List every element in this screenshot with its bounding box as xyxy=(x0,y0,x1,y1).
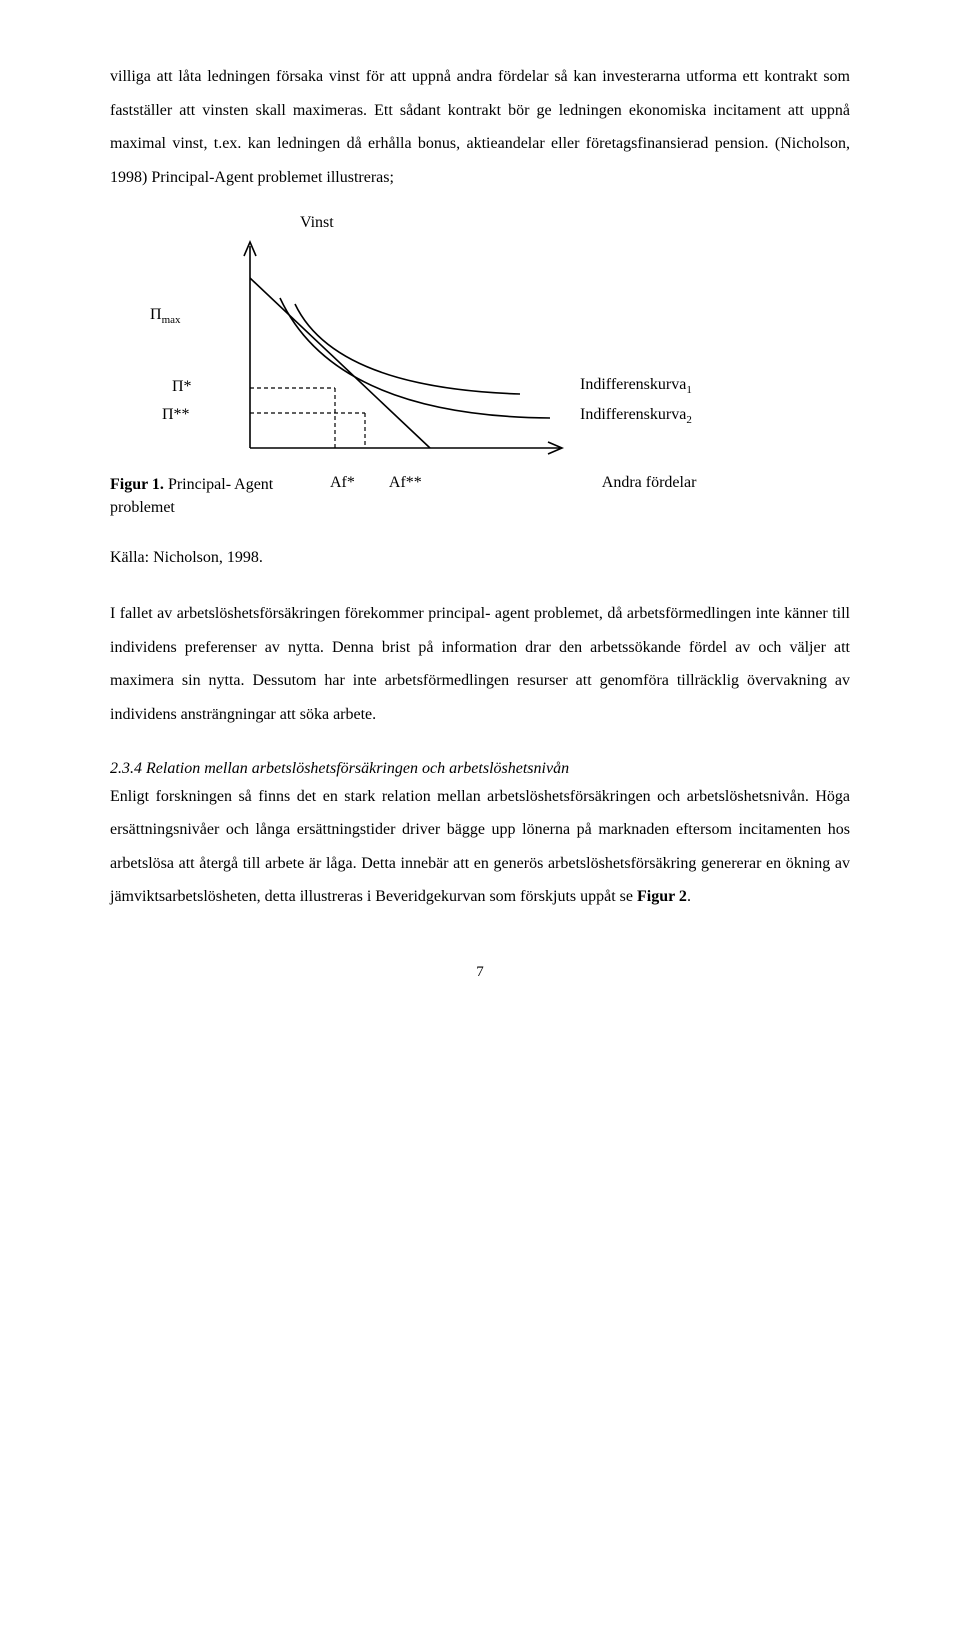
af-labels: Af* Af** xyxy=(330,474,422,519)
paragraph-intro: villiga att låta ledningen försaka vinst… xyxy=(110,60,850,194)
page-number: 7 xyxy=(110,964,850,981)
indiff-curve-1-label: Indifferenskurva1 xyxy=(580,376,692,396)
indiff-curve-2-label: Indifferenskurva2 xyxy=(580,406,692,426)
figure-footer: Figur 1. Principal- Agent problemet Af* … xyxy=(110,474,850,519)
pi-max-label: Πmax xyxy=(150,306,181,326)
af-doublestar-label: Af** xyxy=(389,474,422,519)
x-axis-label: Andra fördelar xyxy=(602,474,697,519)
figure-caption: Figur 1. Principal- Agent problemet xyxy=(110,474,290,519)
pi-star-label: Π* xyxy=(172,378,192,396)
pi-doublestar-label: Π** xyxy=(162,406,190,424)
y-axis-label: Vinst xyxy=(300,214,850,232)
figure-source: Källa: Nicholson, 1998. xyxy=(110,549,850,567)
document-page: villiga att låta ledningen försaka vinst… xyxy=(0,0,960,1021)
af-star-label: Af* xyxy=(330,474,355,519)
figure-1: Vinst Πmax Π* Π** xyxy=(110,214,850,519)
chart-svg xyxy=(230,238,570,458)
paragraph-3: Enligt forskningen så finns det en stark… xyxy=(110,780,850,914)
chart-area: Πmax Π* Π** xyxy=(110,238,850,468)
paragraph-2: I fallet av arbetslöshetsförsäkringen fö… xyxy=(110,597,850,731)
subheading: 2.3.4 Relation mellan arbetslöshetsförsä… xyxy=(110,760,850,778)
